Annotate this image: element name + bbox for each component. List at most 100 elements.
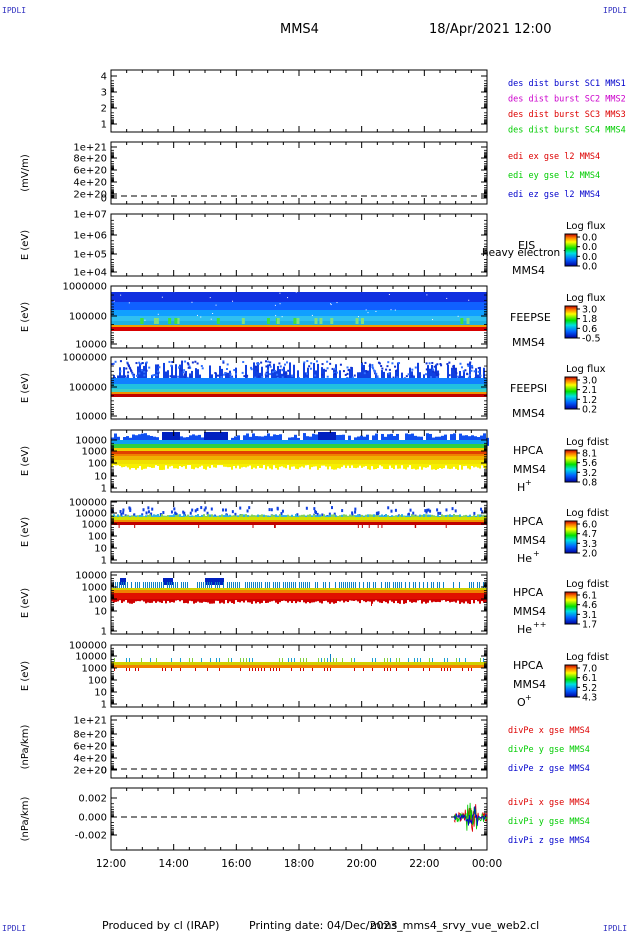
- y-tick-label: 10000: [75, 571, 107, 582]
- y-axis-label: (mV/m): [20, 154, 31, 192]
- x-tick-label: 18:00: [284, 858, 314, 870]
- y-tick-label: 10: [94, 607, 107, 618]
- y-tick-label: 10: [94, 472, 107, 483]
- instrument-label: FEEPSE: [510, 311, 551, 324]
- series-label: des dist burst SC1 MMS1: [508, 79, 626, 89]
- y-tick-label: 6e+20: [73, 742, 107, 753]
- series-label: divPi x gse MMS4: [508, 798, 590, 808]
- y-axis-label: E (eV): [20, 517, 31, 547]
- y-tick-label: 10: [94, 544, 107, 555]
- y-tick-label: 100000: [69, 498, 107, 509]
- colorbar-tick: -0.5: [582, 334, 601, 345]
- y-tick-label: 100: [88, 595, 107, 606]
- x-tick-label: 00:00: [472, 858, 502, 870]
- species-label: He: [517, 623, 532, 636]
- spacecraft-label: MMS4: [512, 407, 545, 420]
- colorbar-tick: 3.0: [582, 376, 597, 387]
- y-tick-label: 1000: [82, 583, 107, 594]
- colorbar-tick: 4.3: [582, 693, 597, 704]
- series-label: des dist burst SC2 MMS2: [508, 95, 626, 105]
- datetime-title: 18/Apr/2021 12:00: [429, 22, 552, 37]
- colorbar-title: Log fdist: [566, 579, 609, 590]
- colorbar-tick: 2.0: [582, 549, 597, 560]
- y-tick-label: 1: [101, 627, 107, 638]
- y-tick-label: 6e+20: [73, 166, 107, 177]
- colorbar-tick: 5.2: [582, 683, 597, 694]
- colorbar-tick: 4.6: [582, 600, 597, 611]
- colorbar-tick: 6.0: [582, 520, 597, 531]
- spacecraft-title: MMS4: [280, 22, 319, 37]
- y-axis-label: E (eV): [20, 588, 31, 618]
- y-tick-label: 1000: [82, 447, 107, 458]
- species-label: O: [517, 696, 526, 709]
- charge-label: ++: [533, 620, 546, 629]
- colorbar-tick: 3.2: [582, 468, 597, 479]
- colorbar-tick: 6.1: [582, 673, 597, 684]
- species-label: He: [517, 552, 532, 565]
- y-tick-label: 10000: [75, 412, 107, 423]
- x-axis: 12:00 14:00 16:00 18:00 20:00 22:00 00:00: [96, 858, 502, 870]
- y-tick-label: 10000: [75, 436, 107, 447]
- x-tick-label: 22:00: [409, 858, 439, 870]
- overlay-label: heavy electron to: [482, 247, 574, 259]
- colorbar-tick: 6.1: [582, 591, 597, 602]
- series-label: edi ex gse l2 MMS4: [508, 152, 600, 162]
- x-tick-label: 16:00: [221, 858, 251, 870]
- colorbar-tick: 7.0: [582, 664, 597, 675]
- y-tick-label: 0: [101, 766, 107, 777]
- y-axis-label: E (eV): [20, 302, 31, 332]
- series-label: divPi z gse MMS4: [508, 836, 590, 846]
- colorbar-tick: 3.1: [582, 610, 597, 621]
- panel-feepse: 1000000 100000 10000 E (eV) FEEPSE MMS4 Log fl…: [20, 282, 606, 351]
- y-axis-label: E (eV): [20, 661, 31, 691]
- corner-label-bottom-left: IPDLI: [2, 924, 27, 933]
- y-tick-label: 8e+20: [73, 730, 107, 741]
- spacecraft-label: MMS4: [512, 264, 545, 277]
- species-label: H: [517, 481, 525, 494]
- y-tick-label: 1e+21: [73, 716, 107, 727]
- spacecraft-label: MMS4: [513, 534, 546, 547]
- colorbar-title: Log fdist: [566, 437, 609, 448]
- y-tick-label: 2e+20: [73, 190, 107, 201]
- y-tick-label: 1e+06: [73, 231, 107, 242]
- y-tick-label: 2: [101, 104, 107, 115]
- charge-label: +: [525, 478, 532, 487]
- panel-divpi: 0.002 0.000 -0.002 (nPa/km) divPi x gse MMS4…: [20, 787, 590, 851]
- y-tick-label: 0.000: [78, 813, 107, 824]
- y-tick-label: 100000: [69, 641, 107, 652]
- colorbar-title: Log flux: [566, 293, 606, 304]
- instrument-label: EIS: [518, 239, 535, 252]
- panel-burst: 4 3 2 1 des dist burst SC1 MMS1 des dist burs…: [101, 69, 626, 136]
- y-tick-label: 10000: [75, 509, 107, 520]
- colorbar-tick: 8.1: [582, 449, 597, 460]
- y-tick-label: 100: [88, 676, 107, 687]
- colorbar-tick: 1.8: [582, 314, 597, 325]
- y-tick-label: 4: [101, 72, 107, 83]
- footer-producer: Produced by cl (IRAP): [102, 919, 220, 932]
- y-tick-label: 1000000: [62, 282, 107, 293]
- colorbar-tick: 0.2: [582, 405, 597, 416]
- x-tick-label: 12:00: [96, 858, 126, 870]
- colorbar-tick: 1.7: [582, 620, 597, 631]
- series-label: des dist burst SC3 MMS3: [508, 110, 626, 120]
- y-tick-label: 4e+20: [73, 178, 107, 189]
- panel-feepsi: 1000000 100000 10000 E (eV) FEEPSI MMS4 Log fl…: [20, 353, 606, 423]
- y-tick-label: 1e+07: [73, 210, 107, 221]
- y-tick-label: 100000: [69, 383, 107, 394]
- y-tick-label: 10000: [75, 340, 107, 351]
- colorbar-tick: 0.6: [582, 324, 597, 335]
- y-tick-label: 1000000: [62, 353, 107, 364]
- instrument-label: HPCA: [513, 659, 544, 672]
- y-tick-label: 1e+05: [73, 250, 107, 261]
- colorbar-title: Log fdist: [566, 652, 609, 663]
- y-tick-label: 100: [88, 459, 107, 470]
- series-label: divPe x gse MMS4: [508, 726, 590, 736]
- instrument-label: HPCA: [513, 586, 544, 599]
- x-tick-label: 14:00: [159, 858, 189, 870]
- y-tick-label: 0.002: [78, 794, 107, 805]
- colorbar-tick: 5.6: [582, 458, 597, 469]
